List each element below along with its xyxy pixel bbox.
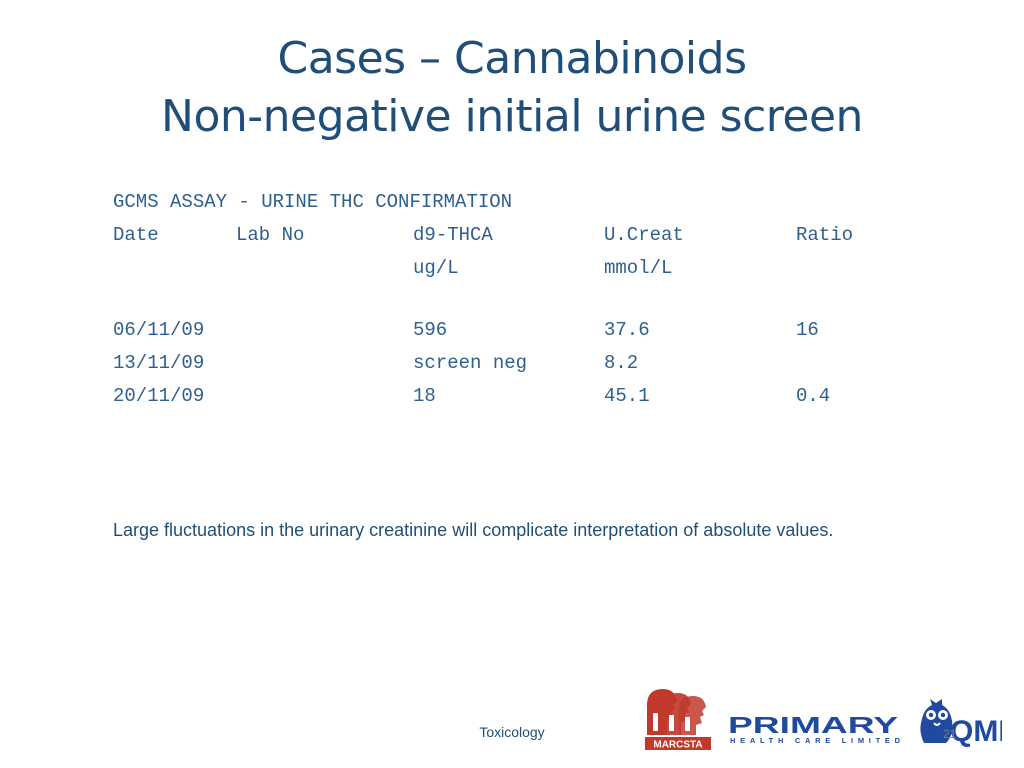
cell-date: 20/11/09 xyxy=(113,385,205,407)
qml-logo: QML xyxy=(920,699,1002,747)
cell-thca: screen neg xyxy=(413,352,528,374)
footer-label: Toxicology xyxy=(479,724,545,740)
unit-thca: ug/L xyxy=(413,257,459,279)
interpretation-note: Large fluctuations in the urinary creati… xyxy=(113,520,834,540)
table-row: 13/11/09 screen neg 8.2 xyxy=(113,347,638,380)
slide-title-line2: Non-negative initial urine screen xyxy=(161,91,863,142)
column-header-lab-no: Lab No xyxy=(236,224,305,246)
cell-thca: 596 xyxy=(413,319,448,341)
unit-creat: mmol/L xyxy=(604,257,673,279)
assay-heading-row: GCMS ASSAY - URINE THC CONFIRMATION xyxy=(113,186,512,219)
cell-thca: 18 xyxy=(413,385,436,407)
cell-creat: 8.2 xyxy=(604,352,639,374)
column-header-creat: U.Creat xyxy=(604,224,684,246)
primary-logo: PRIMARY HEALTH CARE LIMITED xyxy=(728,712,901,744)
table-row: 06/11/09 596 37.6 16 xyxy=(113,314,819,347)
cell-date: 06/11/09 xyxy=(113,319,205,341)
assay-heading: GCMS ASSAY - URINE THC CONFIRMATION xyxy=(113,191,513,213)
marcsta-logo-text: MARCSTA xyxy=(653,740,702,751)
slide-title: Cases – Cannabinoids Non-negative initia… xyxy=(0,30,1024,146)
qml-logo-text: QML xyxy=(950,715,1002,747)
primary-logo-text: PRIMARY xyxy=(728,712,898,738)
spacer-row xyxy=(113,283,159,314)
slide-title-line1: Cases – Cannabinoids xyxy=(277,33,747,84)
column-header-row: Date Lab No d9-THCA U.Creat Ratio xyxy=(113,219,853,252)
column-header-date: Date xyxy=(113,224,159,246)
primary-logo-subtext: HEALTH CARE LIMITED xyxy=(730,736,901,744)
assay-table: GCMS ASSAY - URINE THC CONFIRMATION Date… xyxy=(113,186,853,413)
cell-creat: 45.1 xyxy=(604,385,650,407)
units-row: ug/L mmol/L xyxy=(113,252,672,283)
column-header-ratio: Ratio xyxy=(796,224,854,246)
cell-ratio: 0.4 xyxy=(796,385,831,407)
cell-date: 13/11/09 xyxy=(113,352,205,374)
page-number: 21 xyxy=(943,727,957,741)
table-row: 20/11/09 18 45.1 0.4 xyxy=(113,380,830,413)
marcsta-logo: MARCSTA xyxy=(645,689,711,751)
cell-ratio: 16 xyxy=(796,319,819,341)
cell-creat: 37.6 xyxy=(604,319,650,341)
column-header-thca: d9-THCA xyxy=(413,224,493,246)
